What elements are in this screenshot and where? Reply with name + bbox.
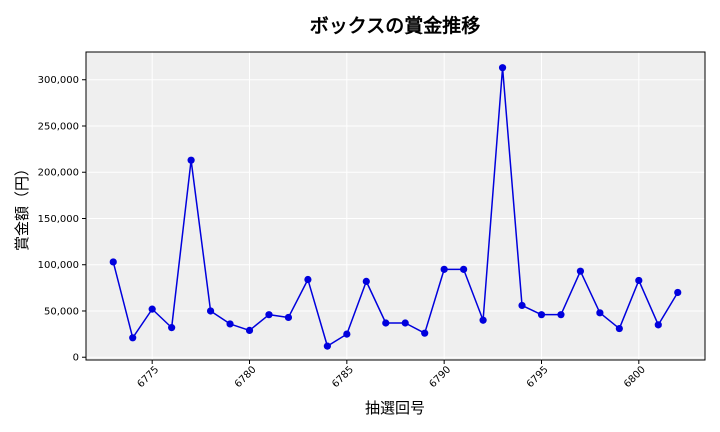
data-point — [168, 324, 176, 332]
x-tick-label: 6780 — [233, 364, 259, 390]
data-point — [498, 64, 507, 72]
y-tick-label: 250,000 — [38, 121, 79, 132]
chart-title: ボックスの賞金推移 — [310, 14, 480, 37]
series-layer — [109, 64, 682, 350]
data-point — [460, 265, 468, 273]
y-tick-label: 50,000 — [44, 306, 79, 317]
data-point — [343, 330, 351, 338]
data-point — [421, 329, 429, 337]
data-point — [148, 305, 156, 313]
data-point — [382, 319, 390, 327]
y-tick-label: 300,000 — [38, 75, 79, 86]
data-point — [226, 320, 234, 328]
series-line — [112, 66, 679, 347]
plot-area — [86, 52, 705, 360]
data-point — [401, 319, 409, 327]
data-point — [265, 311, 273, 319]
data-point — [245, 326, 254, 335]
data-point — [654, 321, 662, 329]
y-tick-label: 150,000 — [38, 214, 79, 225]
data-point — [362, 277, 370, 285]
y-tick-label: 200,000 — [38, 168, 79, 179]
data-point — [615, 324, 623, 333]
x-tick-label: 6795 — [525, 364, 551, 390]
data-point — [635, 276, 643, 285]
data-point — [109, 258, 117, 266]
plot-frame — [85, 51, 706, 361]
data-point — [674, 288, 682, 297]
data-point — [576, 267, 585, 275]
data-point — [187, 156, 195, 164]
data-point — [518, 301, 526, 310]
x-axis-label: 抽選回号 — [365, 399, 425, 417]
data-point — [479, 316, 487, 324]
data-point — [596, 309, 604, 317]
x-tick-label: 6785 — [330, 364, 356, 390]
data-point — [323, 342, 331, 350]
data-point — [440, 265, 448, 273]
y-axis-label: 賞金額（円） — [13, 161, 31, 251]
x-tick-label: 6800 — [622, 364, 648, 390]
x-tick-label: 6790 — [428, 364, 454, 390]
data-point — [557, 311, 565, 319]
y-tick-label: 100,000 — [38, 260, 79, 271]
x-tick-label: 6775 — [136, 364, 162, 390]
data-point — [129, 334, 137, 342]
data-point — [206, 307, 215, 315]
data-point — [537, 311, 546, 319]
data-point — [284, 313, 293, 322]
data-point — [304, 275, 312, 284]
y-tick-label: 0 — [73, 353, 79, 364]
